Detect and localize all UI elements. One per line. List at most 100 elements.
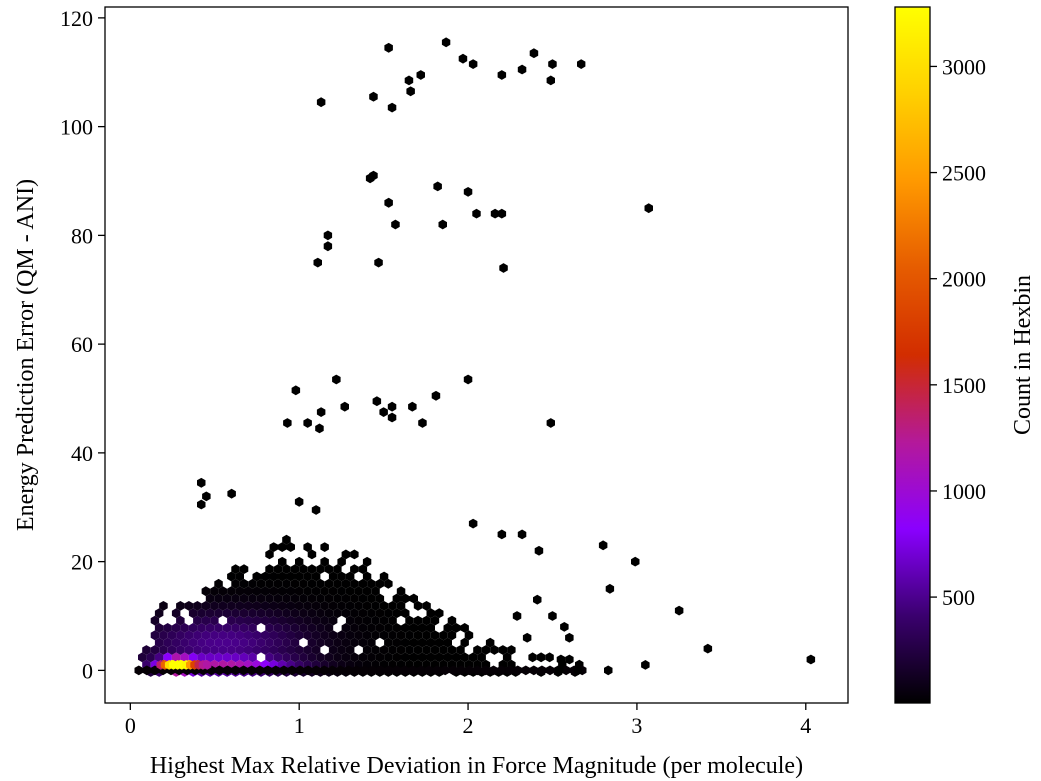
hexbin-cell [409,637,418,648]
hexbin-cell [307,549,317,560]
x-axis-title: Highest Max Relative Deviation in Force … [150,753,803,779]
hexbin-cell [290,593,300,604]
hexbin-cell [316,578,325,589]
x-tick-label: 1 [294,713,305,738]
y-axis-title: Energy Prediction Error (QM - ANI) [13,179,39,531]
hexbin-cell [311,571,321,582]
hexbin-outlier [703,643,713,654]
hexbin-cell [316,564,325,574]
hexbin-cell [252,586,261,597]
hexbin-cell [367,637,376,648]
hexbin-cell [278,571,287,582]
hexbin-cell [295,586,304,597]
hexbin-cell [324,623,334,633]
hexbin-cell [282,608,291,619]
hexbin-outlier [555,665,564,676]
hexbin-cell [350,564,359,574]
hexbin-cell [248,623,257,633]
hexbin-cell [261,586,270,597]
hexbin-outlier [387,401,397,412]
hexbin-cell [367,652,376,663]
hexbin-outlier [546,75,555,86]
hexbin-cell [311,586,321,597]
hexbin-outlier [202,491,211,502]
hexbin-cell [303,645,312,655]
hexbin-cell [290,652,300,663]
hexbin-cell [286,615,295,626]
hexbin-cell [336,665,345,676]
hexbin-cell [371,630,380,641]
colorbar-title: Count in Hexbin [1010,275,1036,435]
hexbin-cell [392,665,401,676]
hexbin-outlier [384,42,393,53]
hexbin-cell [341,549,351,560]
hexbin-cell [345,630,355,641]
hexbin-outlier [404,75,414,86]
hexbin-outlier [468,518,478,529]
hexbin-cell [328,665,337,676]
hexbin-cell [489,665,498,676]
hexbin-cell [435,637,444,648]
hexbin-cell [311,645,321,655]
hexbin-cell [252,630,261,641]
hexbin-cell [443,623,452,633]
hexbin-cell [307,608,317,619]
hexbin-cell [388,630,397,641]
hexbin-cell [231,608,240,619]
hexbin-outlier [497,208,507,219]
hexbin-cell [248,593,257,604]
hexbin-cell [337,586,346,597]
x-tick-label: 4 [800,713,811,738]
hexbin-cell [210,586,219,597]
hexbin-cell [282,623,291,633]
hexbin-cell [392,608,401,619]
hexbin-outlier [303,418,312,428]
hexbin-cell [286,586,295,597]
hexbin-cell [456,645,465,655]
hexbin-cell [256,578,266,589]
hexbin-cell [341,637,351,648]
hexbin-cell [282,593,291,604]
hexbin-cell [290,623,300,633]
hexbin-cell [392,637,401,648]
hexbin-cell [422,601,431,611]
hexbin-cell [239,665,248,676]
hexbin-cell [498,645,508,655]
hexbin-outlier [534,545,544,556]
hexbin-cell [481,665,490,676]
hexbin-cell [561,665,571,676]
hexbin-cell [311,665,321,676]
hexbin-cell [473,665,482,676]
hexbin-cell [214,608,223,619]
hexbin-cell [154,623,164,633]
hexbin-cell [384,578,393,589]
hexbin-cell [350,549,359,560]
hexbin-cell [167,630,177,641]
hexbin-cell [367,578,376,589]
hexbin-cell [142,665,152,676]
hexbin-cell [392,593,401,604]
x-tick-label: 3 [631,713,642,738]
hexbin-cell [282,578,291,589]
hexbin-cell [201,615,211,626]
hexbin-cell [358,637,368,648]
hexbin-cell [468,652,478,663]
hexbin-outlier [463,374,473,385]
hexbin-outlier [391,219,400,230]
hexbin-cell [375,593,385,604]
y-tick-label: 20 [71,550,93,575]
hexbin-cell [265,549,274,560]
hexbin-cell [231,593,240,604]
hexbin-cell [376,665,385,676]
hexbin-cell [497,665,506,676]
hexbin-outlier [340,401,349,412]
hexbin-cell [227,586,236,597]
hexbin-outlier [408,401,417,412]
hexbin-cell [320,630,329,641]
hexbin-cell [256,608,266,619]
hexbin-cell [295,615,304,626]
hexbin-cell [239,564,249,574]
hexbin-cell [337,601,346,611]
x-tick-label: 2 [463,713,474,738]
y-tick-label: 40 [71,441,93,466]
